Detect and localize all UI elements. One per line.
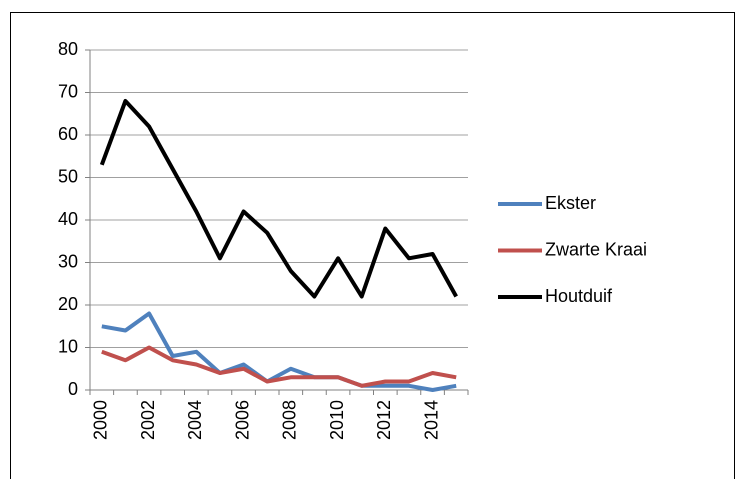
series-line xyxy=(101,345,457,388)
y-tick-label: 30 xyxy=(58,251,78,271)
legend-label: Houtduif xyxy=(545,286,613,306)
series-line xyxy=(101,311,457,392)
y-tick-label: 60 xyxy=(58,124,78,144)
y-tick-label: 10 xyxy=(58,336,78,356)
y-tick-label: 50 xyxy=(58,166,78,186)
y-tick-label: 80 xyxy=(58,39,78,59)
y-tick-label: 40 xyxy=(58,209,78,229)
y-tick-label: 70 xyxy=(58,81,78,101)
chart-border xyxy=(10,12,735,479)
y-tick-label: 0 xyxy=(68,379,78,399)
x-tick-label: 2000 xyxy=(91,400,111,440)
legend-label: Zwarte Kraai xyxy=(545,239,647,259)
x-tick-label: 2008 xyxy=(280,400,300,440)
x-tick-label: 2002 xyxy=(138,400,158,440)
x-tick-label: 2004 xyxy=(185,400,205,440)
series-line xyxy=(99,99,458,299)
y-tick-label: 20 xyxy=(58,294,78,314)
x-tick-label: 2014 xyxy=(421,400,441,440)
x-tick-label: 2012 xyxy=(374,400,394,440)
legend-label: Ekster xyxy=(545,193,596,213)
x-tick-label: 2010 xyxy=(327,400,347,440)
x-tick-label: 2006 xyxy=(232,400,252,440)
